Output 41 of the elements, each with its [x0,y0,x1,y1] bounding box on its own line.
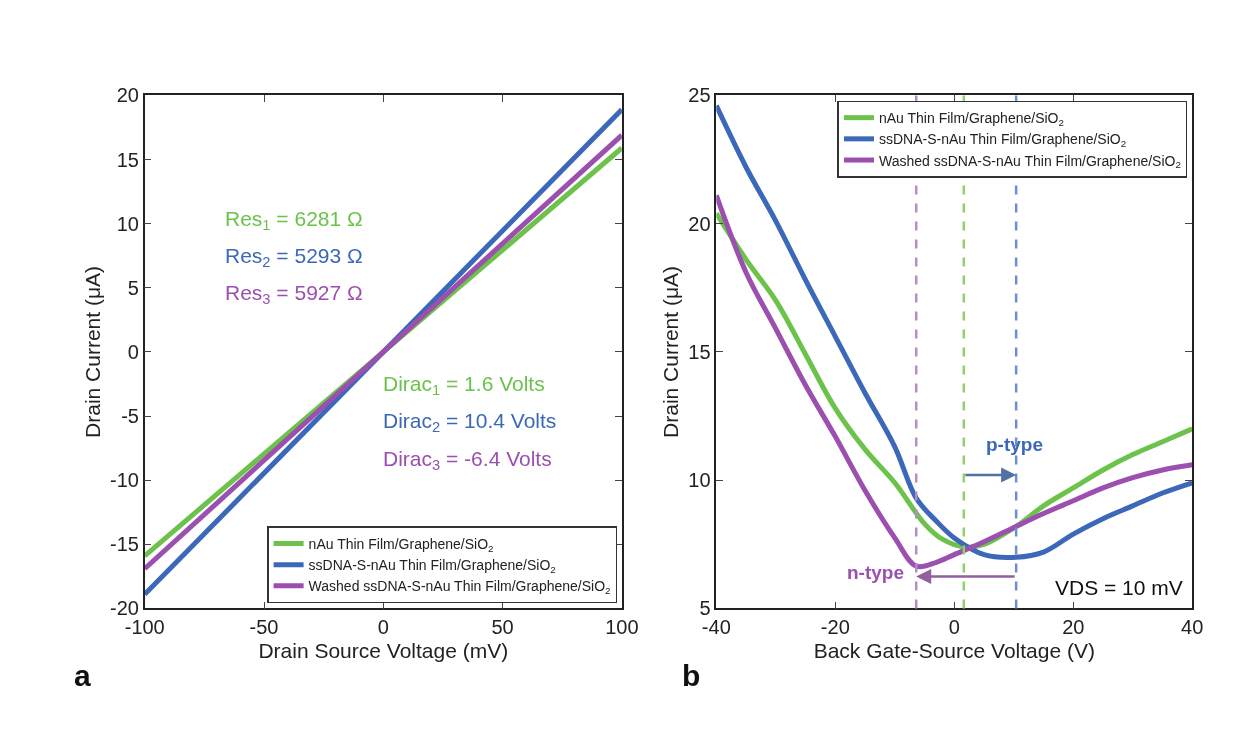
annotation: n-type [847,562,904,583]
annotation: Dirac$_{3}$ = -6.4 Volts [383,447,552,474]
x-tick-label: 50 [491,616,514,639]
legend-label: Washed ssDNA-S-nAu Thin Film/Graphene/SiO$_{2}$ [878,152,1181,171]
annotation: Dirac$_{2}$ = 10.4 Volts [383,409,557,436]
x-axis-title: Drain Source Voltage (mV) [258,638,509,662]
y-tick-label: 25 [688,84,711,107]
y-tick-label: 10 [688,469,711,492]
legend-label: ssDNA-S-nAu Thin Film/Graphene/SiO$_{2}$ [308,557,556,576]
y-tick-label: 20 [688,212,711,235]
x-tick-label: 0 [948,616,960,639]
legend-label: Washed ssDNA-S-nAu Thin Film/Graphene/SiO$_{2}$ [308,578,611,597]
text: a [74,659,91,692]
annotation: Res$_{1}$ = 6281 Ω [225,207,363,234]
y-tick-label: -15 [110,533,139,556]
legend-label: nAu Thin Film/Graphene/SiO$_{2}$ [308,535,494,554]
y-tick-label: 10 [116,212,139,235]
annotation: Res$_{2}$ = 5293 Ω [225,244,363,271]
y-tick-label: -10 [110,469,139,492]
y-tick-label: 15 [116,148,139,171]
text: b [682,659,701,692]
x-tick-label: 100 [605,616,639,639]
annotation: p-type [986,434,1043,455]
y-tick-label: 5 [127,276,139,299]
y-axis-title: Drain Current (μA) [80,265,104,438]
legend-label: nAu Thin Film/Graphene/SiO$_{2}$ [878,110,1064,129]
y-tick-label: -5 [121,405,139,428]
annotation: Dirac$_{1}$ = 1.6 Volts [383,372,545,399]
x-tick-label: -20 [820,616,850,639]
y-tick-label: 20 [116,84,139,107]
x-tick-label: -50 [249,616,279,639]
annotation: VDS = 10 mV [1055,576,1183,599]
legend-label: ssDNA-S-nAu Thin Film/Graphene/SiO$_{2}$ [878,131,1127,150]
x-tick-label: 0 [377,616,389,639]
annotation: Res$_{3}$ = 5927 Ω [225,281,363,308]
x-tick-label: 20 [1062,616,1085,639]
y-tick-label: 15 [688,340,711,363]
x-axis-title: Back Gate-Source Voltage (V) [813,638,1095,662]
y-tick-label: 0 [127,340,139,363]
x-tick-label: 40 [1181,616,1204,639]
y-axis-title: Drain Current (μA) [658,265,682,438]
